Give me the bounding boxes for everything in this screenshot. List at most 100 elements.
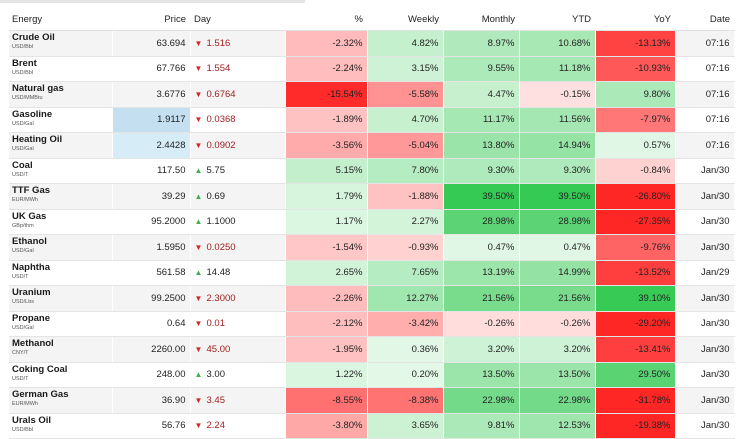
table-row[interactable]: Methanol CNY/T 2260.00 ▼ 45.00 -1.95% 0.36% 3.2…	[9, 336, 735, 363]
day-change-cell: ▼ 3.45	[190, 387, 286, 414]
monthly-change-cell: -0.26%	[443, 311, 520, 337]
weekly-change-cell: 0.20%	[367, 362, 444, 388]
day-change-cell: ▼ 2.24	[190, 413, 286, 439]
commodity-name[interactable]: UK Gas	[12, 210, 47, 222]
percent-change-cell: -2.24%	[285, 56, 368, 82]
commodity-name[interactable]: Methanol	[12, 338, 54, 349]
commodity-name-cell[interactable]: Ethanol USD/Gal	[9, 234, 113, 261]
commodity-unit: EUR/MWh	[12, 401, 38, 407]
day-change-cell: ▼ 0.0368	[190, 107, 286, 133]
commodity-name-cell[interactable]: TTF Gas EUR/MWh	[9, 183, 113, 210]
percent-change-cell: -15.54%	[285, 81, 368, 108]
col-header-monthly[interactable]: Monthly	[443, 8, 519, 31]
commodity-name[interactable]: Heating Oil	[12, 134, 63, 145]
day-change-value: 0.0902	[206, 139, 236, 151]
col-header-percent[interactable]: %	[285, 8, 367, 31]
day-change-value: 1.516	[206, 37, 231, 49]
table-row[interactable]: Crude Oil USD/Bbl 63.694 ▼ 1.516 -2.32% 4.82% 8…	[9, 30, 735, 57]
table-row[interactable]: Ethanol USD/Gal 1.5950 ▼ 0.0250 -1.54% -0.93% 0…	[9, 234, 735, 261]
day-change-cell: ▼ 0.0250	[190, 234, 286, 261]
date-cell: 07:16	[675, 107, 735, 133]
table-row[interactable]: Gasoline USD/Gal 1.9117 ▼ 0.0368 -1.89% 4.70% 1…	[9, 107, 735, 133]
ytd-change-cell: 21.56%	[519, 285, 596, 312]
commodity-name-cell[interactable]: Heating Oil USD/Gal	[9, 132, 113, 159]
triangle-down-icon: ▼	[194, 38, 203, 48]
weekly-change-cell: 4.70%	[367, 107, 444, 133]
commodity-name[interactable]: Crude Oil	[12, 32, 55, 43]
col-header-date[interactable]: Date	[675, 8, 734, 31]
triangle-down-icon: ▼	[194, 64, 203, 74]
table-row[interactable]: Brent USD/Bbl 67.766 ▼ 1.554 -2.24% 3.15% 9.55%…	[9, 56, 735, 82]
commodity-unit: USD/T	[12, 375, 29, 382]
ytd-change-cell: -0.15%	[519, 81, 596, 108]
commodity-name[interactable]: Coal	[12, 159, 33, 171]
commodity-name-cell[interactable]: Coking Coal USD/T	[9, 362, 113, 388]
commodity-name[interactable]: Coking Coal	[12, 363, 68, 375]
table-row[interactable]: TTF Gas EUR/MWh 39.29 ▲ 0.69 1.79% -1.88% 39.50…	[9, 183, 735, 210]
commodity-name-cell[interactable]: Propane USD/Gal	[9, 311, 113, 337]
commodity-name-cell[interactable]: Gasoline USD/Gal	[9, 107, 113, 133]
ytd-change-cell: 13.50%	[519, 362, 596, 388]
top-divider	[0, 0, 305, 3]
table-row[interactable]: Urals Oil USD/Bbl 56.76 ▼ 2.24 -3.80% 3.65% 9.8…	[9, 413, 735, 439]
col-header-ytd[interactable]: YTD	[519, 8, 595, 31]
commodity-name[interactable]: Gasoline	[12, 108, 53, 120]
commodity-unit: USD/Gal	[12, 324, 34, 331]
commodity-name[interactable]: TTF Gas	[12, 185, 51, 196]
table-row[interactable]: Heating Oil USD/Gal 2.4428 ▼ 0.0902 -3.56% -5.…	[9, 132, 735, 159]
commodity-name[interactable]: German Gas	[12, 389, 69, 400]
day-change-cell: ▼ 0.0902	[190, 132, 286, 159]
commodity-name[interactable]: Uranium	[12, 287, 51, 298]
triangle-down-icon: ▼	[194, 344, 203, 354]
commodity-name-cell[interactable]: Crude Oil USD/Bbl	[9, 30, 113, 57]
commodity-name-cell[interactable]: German Gas EUR/MWh	[9, 387, 113, 414]
commodity-name-cell[interactable]: Natural gas USD/MMBtu	[9, 81, 113, 108]
monthly-change-cell: 3.20%	[443, 336, 520, 363]
commodity-name[interactable]: Brent	[12, 57, 37, 69]
table-row[interactable]: German Gas EUR/MWh 36.90 ▼ 3.45 -8.55% -8.38% 2…	[9, 387, 735, 414]
commodity-name[interactable]: Urals Oil	[12, 414, 52, 426]
commodity-name[interactable]: Naphtha	[12, 261, 50, 273]
commodity-name-cell[interactable]: Uranium USD/Lbs	[9, 285, 113, 312]
commodity-name[interactable]: Natural gas	[12, 83, 64, 94]
col-header-yoy[interactable]: YoY	[595, 8, 675, 31]
table-row[interactable]: Propane USD/Gal 0.64 ▼ 0.01 -2.12% -3.42% -0.26…	[9, 311, 735, 337]
commodity-name[interactable]: Ethanol	[12, 236, 47, 247]
percent-change-cell: 1.79%	[285, 183, 368, 210]
yoy-change-cell: -31.78%	[595, 387, 676, 414]
table-row[interactable]: Uranium USD/Lbs 99.2500 ▼ 2.3000 -2.26% 12.27%…	[9, 285, 735, 312]
commodity-name-cell[interactable]: Urals Oil USD/Bbl	[9, 413, 113, 439]
day-change-cell: ▼ 1.554	[190, 56, 286, 82]
commodity-name-cell[interactable]: UK Gas GBp/thm	[9, 209, 113, 235]
weekly-change-cell: 2.27%	[367, 209, 444, 235]
price-cell: 0.64	[112, 311, 191, 337]
date-cell: Jan/30	[675, 362, 735, 388]
table-row[interactable]: UK Gas GBp/thm 95.2000 ▲ 1.1000 1.17% 2.27% 28.…	[9, 209, 735, 235]
col-header-day[interactable]: Day	[190, 8, 285, 31]
day-change-value: 0.0368	[206, 114, 236, 126]
monthly-change-cell: 28.98%	[443, 209, 520, 235]
day-change-value: 2.3000	[206, 292, 236, 304]
day-change-value: 1.554	[206, 63, 231, 75]
weekly-change-cell: 7.65%	[367, 260, 444, 286]
commodity-name-cell[interactable]: Brent USD/Bbl	[9, 56, 113, 82]
table-row[interactable]: Coal USD/T 117.50 ▲ 5.75 5.15% 7.80% 9.30% 9.30%…	[9, 158, 735, 184]
yoy-change-cell: -29.20%	[595, 311, 676, 337]
day-change-cell: ▼ 0.6764	[190, 81, 286, 108]
price-cell: 63.694	[112, 30, 191, 57]
commodity-name-cell[interactable]: Naphtha USD/T	[9, 260, 113, 286]
table-row[interactable]: Naphtha USD/T 561.58 ▲ 14.48 2.65% 7.65% 13.19%…	[9, 260, 735, 286]
percent-change-cell: 2.65%	[285, 260, 368, 286]
price-cell: 1.5950	[112, 234, 191, 261]
table-row[interactable]: Coking Coal USD/T 248.00 ▲ 3.00 1.22% 0.20% 13.…	[9, 362, 735, 388]
col-header-price[interactable]: Price	[112, 8, 190, 31]
commodity-name[interactable]: Propane	[12, 312, 51, 324]
day-change-value: 0.6764	[206, 88, 236, 100]
col-header-weekly[interactable]: Weekly	[367, 8, 443, 31]
commodity-name-cell[interactable]: Coal USD/T	[9, 158, 113, 184]
table-row[interactable]: Natural gas USD/MMBtu 3.6776 ▼ 0.6764 -15.54%…	[9, 81, 735, 108]
ytd-change-cell: 0.47%	[519, 234, 596, 261]
col-header-energy[interactable]: Energy	[9, 8, 112, 31]
commodity-name-cell[interactable]: Methanol CNY/T	[9, 336, 113, 363]
percent-change-cell: -3.80%	[285, 413, 368, 439]
